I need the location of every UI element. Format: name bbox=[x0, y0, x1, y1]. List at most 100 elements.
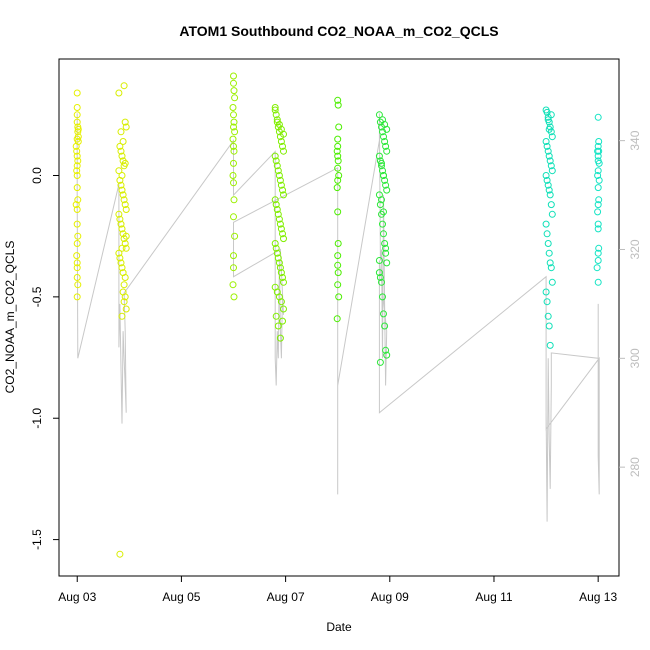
data-point bbox=[116, 215, 124, 223]
data-point bbox=[375, 269, 383, 277]
data-point bbox=[594, 142, 602, 150]
data-point bbox=[594, 201, 602, 209]
data-point bbox=[542, 220, 550, 228]
y-tick-label: -0.5 bbox=[30, 286, 44, 307]
data-point bbox=[73, 89, 81, 97]
data-point bbox=[379, 167, 386, 175]
x-tick-label: Aug 05 bbox=[162, 590, 200, 604]
data-point bbox=[271, 240, 279, 247]
data-point bbox=[118, 225, 126, 233]
data-point bbox=[231, 94, 239, 102]
data-point bbox=[594, 225, 602, 233]
data-point bbox=[276, 334, 284, 342]
data-point bbox=[280, 147, 287, 155]
data-point bbox=[121, 118, 129, 126]
data-point bbox=[546, 157, 554, 165]
data-point bbox=[594, 172, 602, 179]
data-point bbox=[120, 82, 128, 90]
data-point bbox=[545, 125, 553, 133]
data-point bbox=[117, 259, 125, 267]
data-point bbox=[120, 196, 128, 204]
data-point bbox=[279, 186, 286, 194]
data-point bbox=[73, 118, 81, 126]
secondary-series-layer bbox=[76, 113, 600, 522]
data-point bbox=[122, 206, 130, 213]
data-point bbox=[119, 288, 127, 296]
data-point bbox=[542, 138, 550, 145]
data-point bbox=[120, 298, 128, 306]
data-point bbox=[74, 157, 82, 165]
data-point bbox=[73, 104, 81, 111]
data-point bbox=[375, 111, 383, 119]
data-point bbox=[116, 142, 124, 150]
data-point bbox=[277, 138, 285, 145]
data-point bbox=[380, 208, 387, 216]
data-point bbox=[280, 235, 287, 243]
data-point bbox=[117, 128, 125, 136]
data-point bbox=[122, 232, 130, 240]
data-point bbox=[272, 111, 280, 119]
data-point bbox=[334, 135, 342, 143]
data-point bbox=[547, 201, 555, 209]
data-point bbox=[594, 278, 602, 286]
data-point bbox=[379, 220, 386, 228]
data-point bbox=[542, 288, 550, 296]
data-point bbox=[378, 278, 385, 286]
data-point bbox=[115, 89, 123, 97]
data-point bbox=[595, 147, 603, 155]
data-point bbox=[543, 230, 551, 238]
data-point bbox=[230, 72, 237, 80]
data-point bbox=[73, 111, 81, 119]
data-point bbox=[229, 104, 237, 111]
data-point bbox=[276, 176, 284, 184]
data-point bbox=[273, 249, 281, 257]
data-point bbox=[379, 293, 386, 301]
data-point bbox=[595, 176, 603, 184]
y2-tick-label: 300 bbox=[628, 348, 642, 368]
data-point bbox=[378, 162, 385, 170]
data-point bbox=[380, 230, 387, 238]
data-point bbox=[376, 201, 384, 209]
data-point bbox=[117, 147, 125, 155]
data-point bbox=[544, 240, 552, 247]
data-point bbox=[594, 257, 602, 264]
data-point bbox=[276, 264, 284, 272]
data-point bbox=[230, 111, 237, 119]
data-point bbox=[280, 278, 287, 286]
data-points-layer bbox=[72, 72, 603, 558]
data-point bbox=[548, 278, 556, 286]
data-point bbox=[274, 167, 282, 175]
data-point bbox=[544, 181, 552, 189]
data-point bbox=[117, 181, 125, 189]
data-point bbox=[547, 162, 555, 170]
data-point bbox=[118, 152, 126, 160]
data-point bbox=[546, 259, 554, 267]
data-point bbox=[230, 142, 237, 150]
data-point bbox=[115, 249, 123, 257]
data-point bbox=[72, 142, 80, 150]
data-point bbox=[545, 186, 553, 194]
data-point bbox=[274, 322, 282, 330]
data-point bbox=[334, 142, 342, 150]
data-point bbox=[72, 201, 80, 209]
scatter-series bbox=[72, 89, 82, 301]
data-point bbox=[594, 167, 602, 175]
data-point bbox=[230, 87, 238, 95]
data-point bbox=[547, 264, 555, 272]
data-point bbox=[117, 220, 125, 228]
data-point bbox=[383, 351, 391, 359]
data-point bbox=[543, 142, 551, 150]
data-point bbox=[121, 240, 129, 247]
data-point bbox=[272, 201, 280, 209]
data-point bbox=[546, 341, 554, 349]
y-tick-label: 0.0 bbox=[30, 167, 44, 184]
data-point bbox=[73, 240, 81, 247]
data-point bbox=[375, 152, 383, 160]
data-point bbox=[73, 264, 81, 272]
data-point bbox=[122, 244, 130, 252]
data-point bbox=[381, 240, 389, 247]
data-point bbox=[383, 125, 391, 133]
data-point bbox=[545, 152, 553, 160]
data-point bbox=[231, 128, 239, 136]
